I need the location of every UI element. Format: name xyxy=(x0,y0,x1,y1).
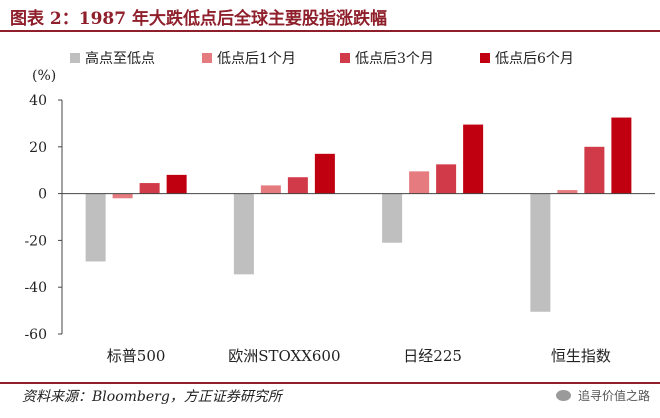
bar-chart: 高点至低点 低点后1个月 低点后3个月 低点后6个月 (%) 40 20 0 -20 -40 -… xyxy=(24,50,655,365)
y-tick-label: 0 xyxy=(38,187,47,203)
x-label-欧洲STOXX600: 欧洲STOXX600 xyxy=(228,347,340,365)
legend-label-2: 低点后1个月 xyxy=(217,51,296,67)
x-axis-labels: 标普500 欧洲STOXX600 日经225 恒生指数 xyxy=(107,347,611,365)
legend-label-1: 高点至低点 xyxy=(85,50,155,67)
bar-恒生指数-2 xyxy=(557,190,578,194)
y-tick-label: -60 xyxy=(24,327,47,343)
legend-swatch-2 xyxy=(202,53,212,63)
bar-日经225-2 xyxy=(409,171,430,194)
bar-日经225-1 xyxy=(382,193,403,243)
legend-label-3: 低点后3个月 xyxy=(355,51,434,67)
watermark-text: 追寻价值之路 xyxy=(577,389,650,403)
bar-欧洲STOXX600-4 xyxy=(314,153,335,194)
bar-恒生指数-3 xyxy=(584,146,605,194)
bar-标普500-1 xyxy=(85,193,106,262)
legend-swatch-3 xyxy=(340,53,350,63)
y-tick-label: 20 xyxy=(29,140,47,156)
wechat-icon xyxy=(556,390,572,401)
chart-legend: 高点至低点 低点后1个月 低点后3个月 低点后6个月 xyxy=(70,50,574,67)
bar-欧洲STOXX600-1 xyxy=(233,193,254,275)
bar-欧洲STOXX600-3 xyxy=(287,177,308,194)
legend-swatch-1 xyxy=(70,53,80,63)
y-axis-unit-label: (%) xyxy=(32,68,56,84)
y-axis-ticks: 40 20 0 -20 -40 -60 xyxy=(24,93,62,343)
y-tick-label: -20 xyxy=(24,233,47,249)
x-label-日经225: 日经225 xyxy=(403,347,462,365)
bar-日经225-3 xyxy=(436,164,457,194)
bar-欧洲STOXX600-2 xyxy=(260,185,281,194)
legend-label-4: 低点后6个月 xyxy=(495,51,574,67)
title-bar: 图表 2：1987 年大跌低点后全球主要股指涨跌幅 xyxy=(0,0,660,32)
bar-日经225-4 xyxy=(463,124,484,194)
y-tick-label: 40 xyxy=(29,93,47,109)
footer-rule xyxy=(0,382,660,384)
bar-标普500-2 xyxy=(112,193,133,199)
legend-swatch-4 xyxy=(480,53,490,63)
y-tick-label: -40 xyxy=(24,280,47,296)
bar-标普500-3 xyxy=(139,183,160,194)
x-label-标普500: 标普500 xyxy=(107,347,166,365)
bar-恒生指数-4 xyxy=(611,117,632,194)
chart-title: 图表 2：1987 年大跌低点后全球主要股指涨跌幅 xyxy=(10,9,387,29)
watermark: 追寻价值之路 xyxy=(556,387,650,404)
source-note: 资料来源：Bloomberg，方正证券研究所 xyxy=(22,389,282,405)
x-label-恒生指数: 恒生指数 xyxy=(551,347,611,365)
bar-series xyxy=(85,117,632,312)
bar-恒生指数-1 xyxy=(530,193,551,312)
bar-标普500-4 xyxy=(166,174,187,194)
